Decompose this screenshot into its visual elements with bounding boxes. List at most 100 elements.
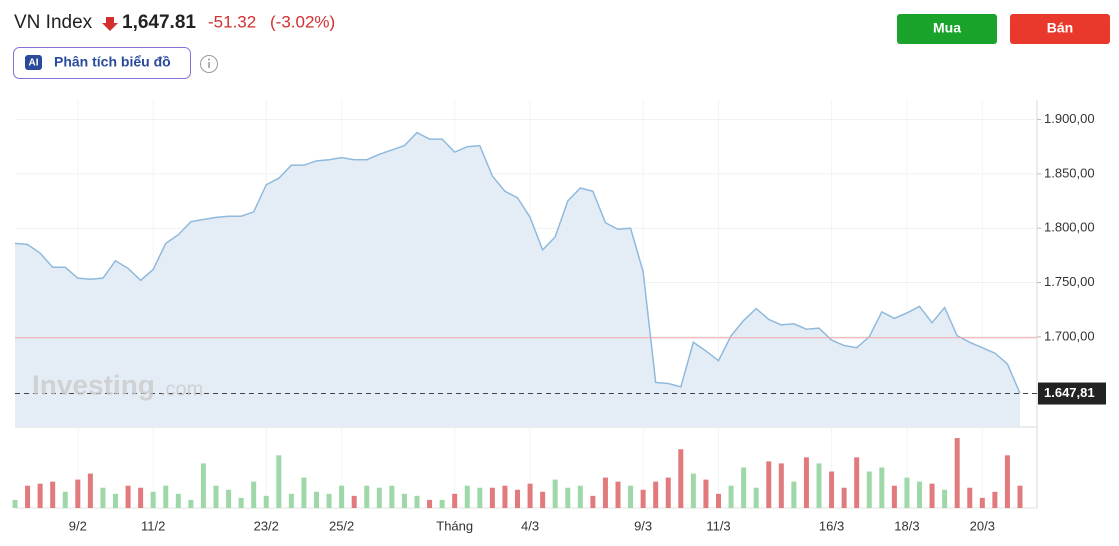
volume-bar [590,495,596,508]
y-tick-label: 1.750,00 [1044,274,1095,289]
volume-bar [376,487,382,508]
ai-badge: AI [29,58,39,69]
volume-bar [226,489,232,508]
x-tick-label: 25/2 [329,518,354,533]
volume-bar [113,493,118,508]
volume-bar [967,487,973,508]
watermark-suffix: .com [160,378,203,400]
volume-bar [515,489,520,508]
volume-bar [401,493,407,508]
volume-bar [427,499,433,508]
volume-bar [628,485,634,508]
volume-bar [778,463,784,508]
x-tick-label: 11/3 [706,518,730,533]
volume-bar [1004,455,1010,508]
volume-bar [565,487,571,508]
volume-bar [904,477,910,508]
volume-bar [527,483,533,508]
price-line [14,131,1021,394]
volume-bar [138,487,144,508]
volume-bar [213,485,219,508]
y-tick-label: 1.700,00 [1044,328,1095,343]
price-area [15,132,1020,427]
ai-button-label[interactable]: Phân tích biểu đồ [54,54,171,70]
y-tick-label: 1.800,00 [1044,220,1095,235]
volume-bar [301,477,307,508]
volume-bar [665,477,671,508]
info-icon[interactable] [200,55,218,73]
volume-bar [12,499,18,508]
volume-bar [741,467,747,508]
x-tick-label: 18/3 [894,518,919,533]
buy-label[interactable]: Mua [933,20,961,36]
volume-bar [439,499,445,508]
ai-button[interactable]: AI Phân tích biểu đồ [13,47,191,79]
volume-bar [339,485,345,508]
volume-bar [238,497,244,508]
buy-button[interactable]: Mua [897,14,997,44]
info-icon-dot [208,58,210,61]
sell-button-bg[interactable] [1010,14,1110,44]
x-tick-label: 9/2 [69,518,87,533]
volume-bar [577,485,583,508]
volume-bar [175,493,181,508]
volume-bar [540,491,546,508]
volume-bar [816,463,822,508]
volume-bar [803,457,809,508]
volume-bar [188,499,194,508]
volume-bar [75,479,81,508]
price: 1,647.81 [122,12,196,33]
plot: 1.700,00 1.750,00 1.800,00 1.850,00 1.900,00… [12,100,1106,533]
volume-bar [716,493,721,508]
volume-bar [100,487,106,508]
x-tick-label: 4/3 [521,518,539,533]
volume-bar [351,495,357,508]
volume-bar [276,455,282,508]
volume-bar [653,481,659,508]
volume-bar [891,485,897,508]
volume-bar [942,489,948,508]
volume-bar [50,481,56,508]
volume-bar [163,485,169,508]
volume-bar [25,485,31,508]
volume-bar [1017,485,1023,508]
volume-bar [753,487,759,508]
volume-bar [200,463,206,508]
volume-bar [489,487,495,508]
index-name: VN Index [14,12,93,33]
volume-bar [690,473,696,508]
volume-bar [979,497,985,508]
buy-button-bg[interactable] [897,14,997,44]
ai-button-frame[interactable] [13,47,191,79]
volume-bar [615,481,621,508]
volume-bar [866,471,872,508]
volume-bar [288,493,294,508]
volume-bar [87,473,93,508]
volume-bar [879,467,885,508]
ai-badge-bg [25,55,42,70]
volume-bar [854,457,860,508]
volume-bar [125,485,131,508]
change: -51.32 [208,12,256,31]
volume-bar [452,493,458,508]
volume-bar [791,481,797,508]
volume-bar [602,477,608,508]
volume-bar [37,483,43,508]
volume-bar [640,489,646,508]
sell-label[interactable]: Bán [1047,20,1073,36]
volume-bar [766,461,772,508]
volume-bar [477,487,483,508]
x-tick-label: 9/3 [634,518,652,533]
down-arrow [102,17,118,31]
volume-bar [464,485,470,508]
sell-button[interactable]: Bán [1010,14,1110,44]
x-tick-label: 16/3 [819,518,844,533]
volume-bar [502,485,508,508]
volume-bar [552,479,558,508]
volume-bar [829,471,835,508]
change-pct: (-3.02%) [270,12,335,31]
volume-bar [364,485,370,508]
volume-bar [326,493,332,508]
